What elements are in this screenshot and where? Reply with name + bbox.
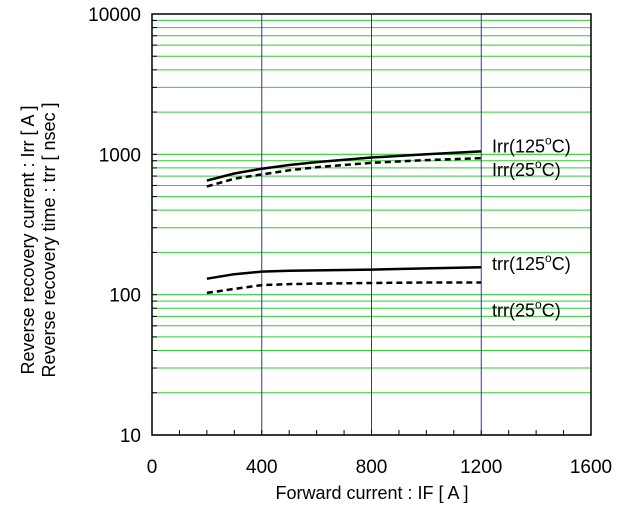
curve-labels: Irr(125oC)Irr(25oC) trr(125oC) trr(25oC) bbox=[492, 133, 571, 320]
x-tick-label: 1600 bbox=[570, 457, 612, 478]
x-tick-label: 800 bbox=[356, 457, 388, 478]
series-label: trr(125oC) bbox=[492, 251, 571, 274]
y-tick-label: 10000 bbox=[88, 5, 141, 26]
tick-labels: 0 400 800 1200 1600 10 100 1000 10000 bbox=[88, 5, 612, 478]
series-line bbox=[206, 150, 482, 182]
plot-frame bbox=[151, 13, 592, 436]
series-line bbox=[206, 265, 482, 280]
series-line bbox=[206, 281, 482, 295]
y-axis-title-line-2: Reverse recovery time : trr [ nsec ] bbox=[39, 102, 59, 377]
y-tick-label: 100 bbox=[109, 286, 141, 307]
y-tick-label: 1000 bbox=[99, 145, 141, 166]
y-tick-label: 10 bbox=[120, 426, 141, 447]
series-line bbox=[206, 156, 482, 188]
x-axis-title: Forward current : IF [ A ] bbox=[275, 483, 468, 503]
series-label: Irr(25oC) bbox=[492, 157, 561, 180]
grid bbox=[152, 14, 591, 436]
series-label: trr(25oC) bbox=[492, 298, 561, 321]
series-layer bbox=[206, 150, 482, 295]
y-axis-title-line-1: Reverse recovery current : Irr [ A ] bbox=[18, 105, 38, 374]
x-tick-label: 0 bbox=[147, 457, 158, 478]
x-tick-label: 1200 bbox=[460, 457, 502, 478]
series-label: Irr(125oC) bbox=[492, 133, 571, 156]
x-tick-label: 400 bbox=[246, 457, 278, 478]
